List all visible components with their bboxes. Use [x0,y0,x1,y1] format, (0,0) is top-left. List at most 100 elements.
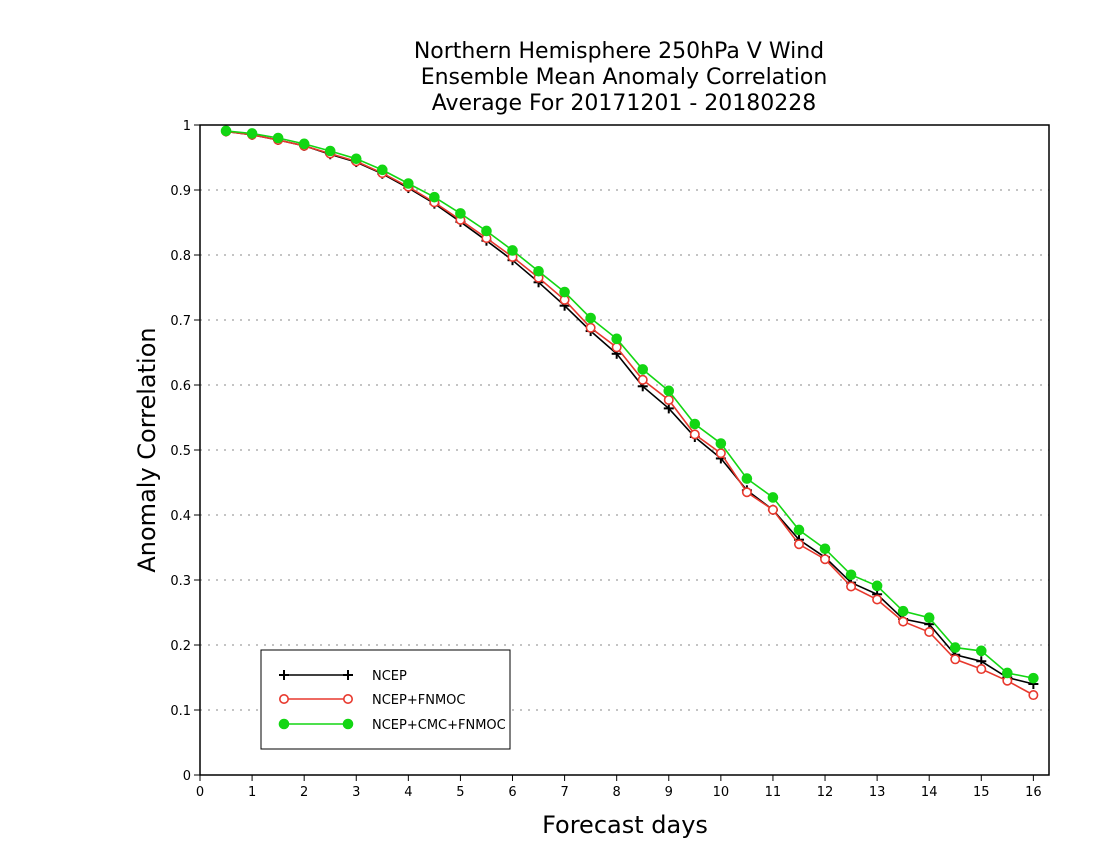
data-point [377,164,388,176]
x-tick-label: 0 [196,785,204,800]
data-point [663,403,674,414]
y-tick-label: 0.7 [170,314,191,329]
data-point [819,543,831,555]
data-point [846,581,857,592]
x-tick-label: 4 [404,785,412,800]
x-tick-label: 2 [300,785,308,800]
data-point [559,286,570,298]
y-tick-label: 0.1 [170,704,191,719]
data-point [715,448,726,459]
data-point [767,492,779,503]
legend-marker [342,693,353,704]
y-axis-label: Anomaly Correlation [133,327,161,572]
x-tick-label: 9 [665,785,673,800]
legend-marker [278,718,290,730]
legend-items: NCEP NCEP+FNMOC NCEP+CMC+FNMOC [278,669,506,733]
data-point [350,153,362,165]
data-point [663,394,674,405]
data-point [507,245,518,256]
data-point [872,594,883,605]
series-line [225,130,1034,696]
x-tick-label: 10 [713,785,730,800]
data-point [533,265,544,277]
grid-lines [200,189,1049,711]
data-point [898,616,909,627]
data-point [637,364,649,375]
data-point [949,642,961,653]
y-tick-label: 0 [183,769,191,784]
y-tick-label: 0.8 [170,249,191,264]
data-point [1028,690,1039,701]
data-point [663,385,675,397]
x-tick-label: 3 [352,785,360,800]
legend-label: NCEP+CMC+FNMOC [372,718,506,733]
x-tick-label: 1 [248,785,256,800]
axis-ticks: 00.10.20.30.40.50.60.70.80.910 1 2 3 4 5 6 7 8 9 1… [170,119,1041,800]
x-tick-label: 16 [1025,785,1042,800]
y-tick-label: 0.2 [170,639,191,654]
data-point [897,605,909,617]
data-point [272,132,284,144]
y-tick-label: 0.4 [170,509,191,524]
title-line-3: Average For 20171201 - 20180228 [432,91,817,116]
legend-marker [279,670,289,680]
data-point [220,125,232,137]
data-point [715,438,727,449]
legend-item: NCEP+FNMOC [278,693,465,708]
series-line [225,130,1034,679]
data-point [455,208,466,219]
legend-label: NCEP [372,669,407,684]
x-tick-label: 12 [817,785,834,800]
data-point [950,654,961,665]
data-point [611,342,622,353]
chart-title: Northern Hemisphere 250hPa V Wind Ensemb… [414,39,827,116]
data-series [220,125,1039,701]
data-point [689,418,701,430]
x-tick-label: 11 [765,785,782,800]
data-point [585,322,596,333]
data-point [923,612,935,624]
x-tick-label: 8 [613,785,621,800]
series-line [225,130,1034,685]
x-tick-label: 7 [560,785,568,800]
y-tick-label: 0.6 [170,379,191,394]
data-point [1028,672,1039,684]
data-point [429,191,440,203]
data-point [845,569,857,581]
plot-frame [199,124,1050,776]
legend-marker [343,670,353,680]
data-point [793,539,804,550]
data-point [611,333,622,345]
legend-item: NCEP [279,669,407,684]
y-tick-label: 1 [183,119,191,134]
legend-item: NCEP+CMC+FNMOC [278,718,506,733]
data-point [481,225,492,237]
series-ncep [221,126,1039,689]
title-line-2: Ensemble Mean Anomaly Correlation [421,65,828,90]
data-point [324,145,336,157]
x-tick-label: 6 [508,785,516,800]
series-ncep-cmc-fnmoc [220,125,1039,684]
data-point [924,626,935,637]
data-point [689,429,700,440]
data-point [767,504,778,515]
y-tick-label: 0.9 [170,184,191,199]
data-point [741,473,753,484]
data-point [637,374,648,385]
data-point [793,524,805,536]
data-point [975,645,987,657]
x-axis-label: Forecast days [542,811,708,839]
y-tick-label: 0.3 [170,574,191,589]
data-point [246,128,258,139]
legend-marker [278,693,289,704]
legend-marker [342,718,354,730]
x-tick-label: 13 [869,785,886,800]
data-point [585,312,596,324]
x-tick-label: 5 [456,785,464,800]
data-point [298,138,310,150]
x-tick-label: 14 [921,785,938,800]
data-point [1002,667,1013,679]
legend: NCEP NCEP+FNMOC NCEP+CMC+FNMOC [260,649,511,750]
data-point [871,580,883,592]
